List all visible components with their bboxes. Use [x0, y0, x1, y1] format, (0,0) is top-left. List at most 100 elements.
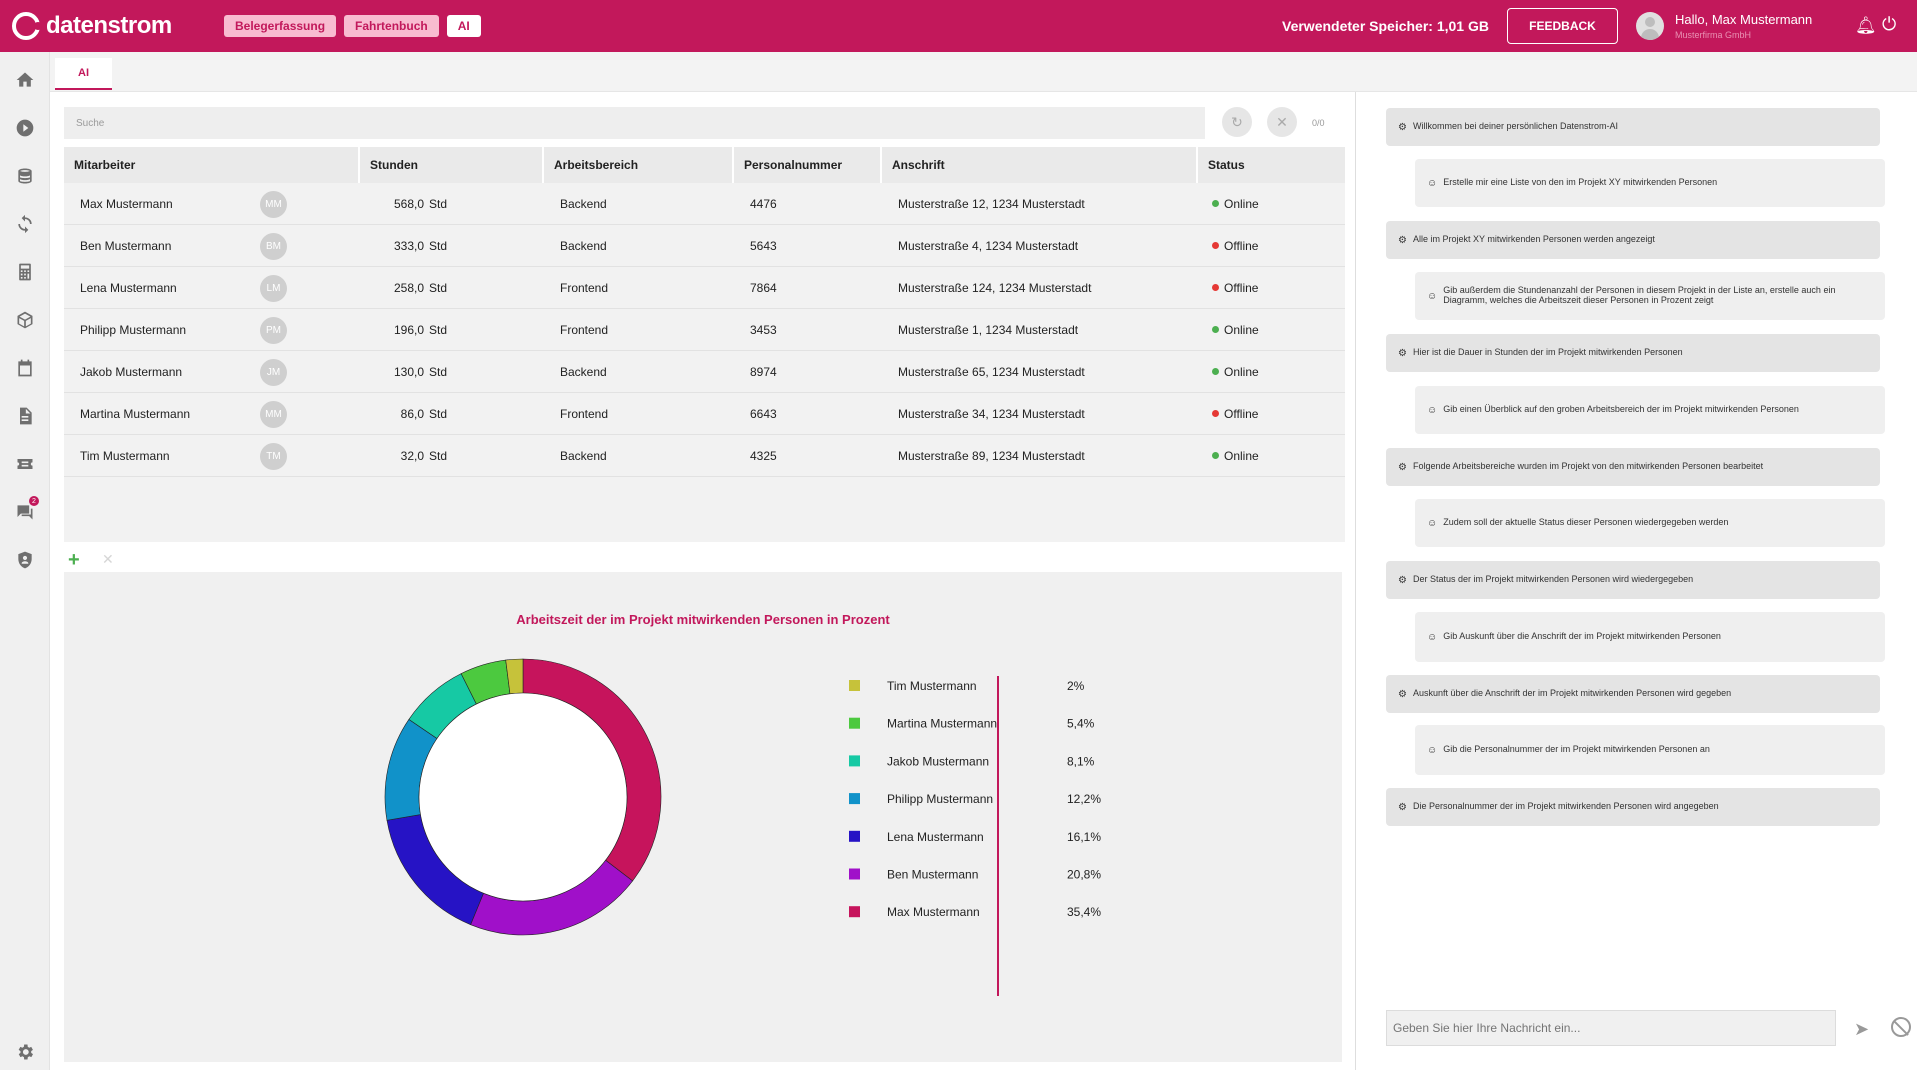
legend-swatch — [849, 680, 860, 691]
ai-bot-icon: ⚙︎ — [1398, 574, 1407, 586]
ai-message: ⚙︎ Willkommen bei deiner persönlichen Dat… — [1386, 108, 1880, 146]
chat-icon[interactable]: 2 — [13, 496, 39, 524]
remove-icon[interactable]: ✕ — [102, 551, 114, 567]
status-text: Offline — [1224, 406, 1259, 421]
message-text: Hier ist die Dauer in Stunden der im Pro… — [1412, 347, 1683, 358]
cell-hours: 333,0 Std — [360, 225, 544, 266]
home-icon[interactable] — [13, 68, 37, 92]
search-result-counter: 0/0 — [1312, 118, 1325, 128]
box-icon[interactable] — [13, 308, 37, 332]
status-dot — [1212, 452, 1219, 459]
legend-divider — [997, 676, 999, 996]
play-icon[interactable] — [13, 116, 37, 140]
sync-icon[interactable] — [13, 212, 37, 236]
user-message: ☺︎ Gib Auskunft über die Anschrift der im… — [1415, 612, 1885, 662]
refresh-icon[interactable]: ↻ — [1222, 107, 1252, 137]
legend-swatch — [849, 793, 860, 805]
column-header-arbeitsbereich[interactable]: Arbeitsbereich — [544, 147, 734, 183]
document-icon[interactable] — [13, 404, 37, 428]
cell-hours: 196,0 Std — [360, 309, 544, 350]
column-header-mitarbeiter[interactable]: Mitarbeiter — [64, 147, 360, 183]
legend-value: 8,1% — [1067, 754, 1095, 768]
table-row[interactable]: Jakob Mustermann JM 130,0 Std Backend 8974 Mus… — [64, 351, 1345, 393]
top-bar: datenstrom Belegerfassung Fahrtenbuch AI… — [0, 0, 1917, 52]
cell-area: Backend — [560, 196, 607, 211]
hours-value: 333,0 — [393, 238, 424, 253]
cell-personnel-number: 6643 — [750, 406, 777, 421]
legend-swatch — [849, 830, 860, 842]
cell-hours: 258,0 Std — [360, 267, 544, 308]
column-header-personalnummer[interactable]: Personalnummer — [734, 147, 882, 183]
chart-title: Arbeitszeit der im Projekt mitwirkenden … — [516, 612, 890, 627]
module-tab-belegerfassung[interactable]: Belegerfassung — [224, 15, 337, 37]
table-row[interactable]: Martina Mustermann MM 86,0 Std Frontend 6643 M… — [64, 393, 1345, 435]
cell-status: Online — [1198, 309, 1345, 350]
table-row[interactable]: Philipp Mustermann PM 196,0 Std Frontend 3453… — [64, 309, 1345, 351]
user-message: ☺︎ Gib die Personalnummer der im Projekt … — [1415, 725, 1885, 775]
calculator-icon[interactable] — [13, 260, 37, 284]
shield-user-icon[interactable] — [13, 548, 37, 572]
ai-message: ⚙︎ Folgende Arbeitsbereiche wurden im Pro… — [1386, 448, 1880, 486]
legend-value: 20,8% — [1067, 868, 1101, 882]
hours-value: 32,0 — [400, 448, 424, 463]
ai-message: ⚙︎ Alle im Projekt XY mitwirkenden Person… — [1386, 221, 1880, 259]
column-header-status[interactable]: Status — [1208, 158, 1245, 172]
module-tabs: Belegerfassung Fahrtenbuch AI — [224, 15, 481, 37]
module-tab-ai[interactable]: AI — [446, 15, 481, 37]
legend-value: 16,1% — [1067, 830, 1101, 844]
message-text: Folgende Arbeitsbereiche wurden im Proje… — [1412, 461, 1764, 472]
table-row[interactable]: Tim Mustermann TM 32,0 Std Backend 4325 Muster… — [64, 435, 1345, 477]
message-text: Gib einen Überblick auf den groben Arbei… — [1443, 404, 1799, 415]
ai-bot-icon: ⚙︎ — [1398, 234, 1407, 246]
cell-employee-name: Lena Mustermann LM — [64, 267, 360, 308]
power-icon[interactable]: ⏻ — [1882, 14, 1897, 34]
cell-hours: 130,0 Std — [360, 351, 544, 392]
ai-chat-panel: ⚙︎ Willkommen bei deiner persönlichen Dat… — [1355, 92, 1917, 1070]
status-text: Online — [1224, 196, 1259, 211]
brand-logo[interactable]: datenstrom — [12, 12, 202, 40]
message-text: Gib die Personalnummer der im Projekt mi… — [1443, 744, 1710, 755]
cell-hours: 86,0 Std — [360, 393, 544, 434]
table-row[interactable]: Max Mustermann MM 568,0 Std Backend 4476 Muste… — [64, 183, 1345, 225]
tab-ai[interactable]: AI — [55, 58, 112, 90]
column-header-stunden[interactable]: Stunden — [360, 147, 544, 183]
hours-value: 258,0 — [393, 280, 424, 295]
cell-area: Frontend — [560, 322, 609, 337]
logo-icon — [12, 12, 42, 40]
send-icon[interactable]: ➤ — [1854, 1019, 1870, 1039]
bell-icon[interactable]: 🔔︎ — [1855, 16, 1877, 35]
ticket-icon[interactable] — [13, 452, 37, 476]
storage-value: 1,01 GB — [1436, 18, 1489, 34]
cell-personnel-number: 8974 — [750, 364, 777, 379]
user-message: ☺︎ Erstelle mir eine Liste von den im Pro… — [1415, 159, 1885, 207]
cell-employee-name: Martina Mustermann MM — [64, 393, 360, 434]
add-icon[interactable]: + — [68, 549, 80, 571]
legend-value: 5,4% — [1067, 717, 1095, 731]
status-text: Online — [1224, 448, 1259, 463]
employee-avatar: MM — [260, 191, 287, 218]
search-input[interactable] — [64, 107, 1205, 139]
hours-value: 196,0 — [393, 322, 424, 337]
legend-swatch — [849, 906, 860, 918]
block-icon[interactable] — [1891, 1017, 1911, 1037]
module-tab-fahrtenbuch[interactable]: Fahrtenbuch — [344, 15, 439, 37]
clear-search-icon[interactable]: ✕ — [1267, 107, 1297, 137]
settings-gear-icon[interactable] — [13, 1040, 37, 1064]
feedback-button[interactable]: FEEDBACK — [1507, 8, 1618, 44]
cell-status: Online — [1198, 435, 1345, 476]
table-row[interactable]: Ben Mustermann BM 333,0 Std Backend 5643 Muste… — [64, 225, 1345, 267]
legend-value: 12,2% — [1067, 792, 1101, 806]
user-icon: ☺︎ — [1427, 290, 1438, 302]
cell-employee-name: Tim Mustermann TM — [64, 435, 360, 476]
user-icon: ☺︎ — [1427, 404, 1438, 416]
status-dot — [1212, 284, 1219, 291]
column-header-anschrift[interactable]: Anschrift — [882, 147, 1198, 183]
user-avatar[interactable] — [1636, 12, 1664, 40]
chat-message-input[interactable] — [1386, 1010, 1836, 1046]
employee-avatar: LM — [260, 275, 287, 302]
table-row[interactable]: Lena Mustermann LM 258,0 Std Frontend 7864 Mus… — [64, 267, 1345, 309]
cell-address: Musterstraße 1, 1234 Musterstadt — [898, 322, 1079, 337]
calendar-icon[interactable] — [13, 356, 37, 380]
employee-name: Jakob Mustermann — [80, 364, 183, 379]
database-icon[interactable] — [13, 164, 37, 188]
